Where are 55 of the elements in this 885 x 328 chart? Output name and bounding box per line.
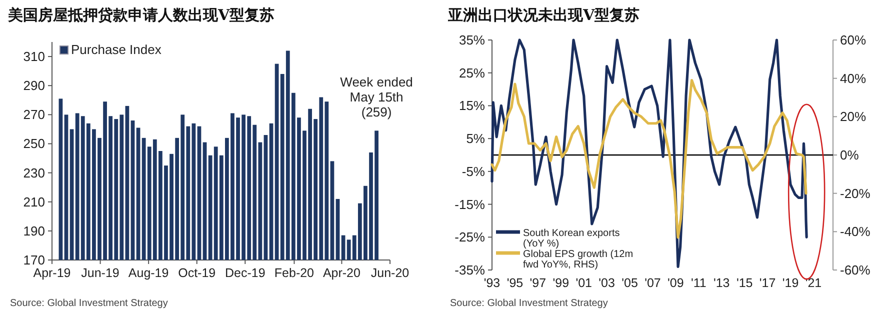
x-tick-label: '99 (552, 276, 570, 290)
annotation: Week ended May 15th (259) (340, 74, 413, 120)
x-tick-label: '07 (644, 276, 661, 290)
x-tick-label: '21 (805, 276, 822, 290)
y2-tick-label: 40% (840, 70, 866, 86)
x-tick-label: Jun-20 (370, 266, 410, 280)
y-tick-label: 15% (458, 98, 486, 114)
y-tick-label: 170 (23, 252, 45, 268)
y2-tick-label: -40% (840, 224, 871, 240)
x-tick-label: Jun-19 (81, 266, 120, 280)
x-tick-label: Dec-19 (224, 266, 266, 280)
y-tick-label: 190 (23, 223, 45, 238)
x-tick-label: '15 (736, 276, 753, 290)
y-tick-label: 35% (458, 32, 486, 48)
x-tick-label: Aug-19 (128, 266, 169, 280)
y-tick-label: -15% (454, 196, 486, 212)
chart-title: 亚洲出口状况未出现V型复苏 (447, 6, 640, 24)
x-tick-label: '09 (668, 276, 684, 290)
x-tick-label: '11 (690, 276, 706, 290)
y2-tick-label: -20% (840, 186, 871, 201)
x-tick-label: '13 (713, 276, 730, 290)
x-tick-label: Oct-19 (178, 266, 216, 280)
x-tick-label: '93 (484, 276, 500, 290)
y-tick-label: 210 (23, 194, 45, 210)
y-tick-label: 270 (23, 107, 45, 122)
y2-tick-label: 60% (840, 32, 866, 48)
legend-label: South Korean exports (YoY %) (523, 228, 620, 250)
legend-label: Global EPS growth (12m fwd YoY%, RHS) (523, 249, 634, 270)
y-tick-label: -35% (454, 262, 486, 278)
x-tick-label: Apr-19 (33, 266, 71, 280)
y-tick-label: -25% (454, 230, 486, 245)
legend-label: Purchase Index (71, 42, 162, 57)
source-note: Source: Global Investment Strategy (450, 298, 608, 309)
x-tick-label: '19 (782, 276, 799, 290)
x-tick-label: Feb-20 (274, 266, 314, 280)
line-series (490, 78, 808, 239)
y-tick-label: 25% (458, 65, 486, 80)
x-tick-label: '03 (598, 276, 616, 290)
y2-tick-label: -60% (840, 262, 871, 278)
chart-title: 美国房屋抵押贷款申请人数出现V型复苏 (7, 6, 275, 24)
y-tick-label: 310 (23, 49, 45, 64)
x-tick-label: Apr-20 (322, 266, 361, 280)
y-tick-label: 290 (23, 78, 45, 94)
x-tick-label: '95 (506, 276, 524, 290)
x-tick-label: '17 (759, 276, 776, 290)
x-tick-label: '05 (622, 276, 638, 290)
y-tick-label: 250 (23, 136, 45, 152)
y2-tick-label: 20% (840, 109, 866, 124)
source-note: Source: Global Investment Strategy (10, 298, 168, 309)
y-tick-label: 5% (466, 131, 486, 146)
y-tick-label: -5% (462, 164, 486, 179)
x-tick-label: '01 (576, 276, 592, 290)
y-tick-label: 230 (23, 165, 45, 180)
y2-tick-label: 0% (840, 148, 860, 162)
x-tick-label: '97 (530, 276, 546, 290)
